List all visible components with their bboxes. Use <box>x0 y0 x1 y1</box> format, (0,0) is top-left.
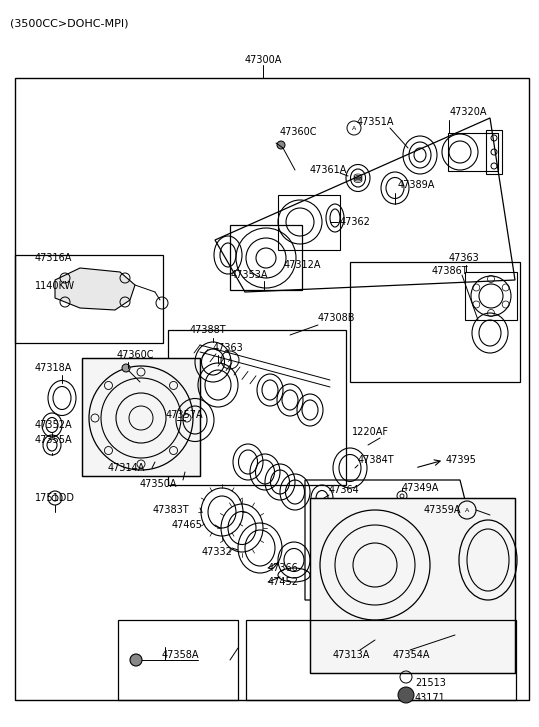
Text: 47354A: 47354A <box>393 650 431 660</box>
Bar <box>246 620 516 700</box>
Bar <box>230 225 302 290</box>
Text: 47308B: 47308B <box>318 313 356 323</box>
Bar <box>310 498 515 673</box>
Text: 47312A: 47312A <box>284 260 321 270</box>
Text: 47351A: 47351A <box>357 117 395 127</box>
Bar <box>15 78 529 700</box>
Text: A: A <box>352 126 356 131</box>
Text: 47359A: 47359A <box>424 505 461 515</box>
Text: 47386T: 47386T <box>432 266 468 276</box>
Text: 47349A: 47349A <box>402 483 439 493</box>
Circle shape <box>400 494 404 498</box>
Circle shape <box>130 654 142 666</box>
Text: 47452: 47452 <box>268 577 299 587</box>
Circle shape <box>122 364 130 372</box>
Text: 21513: 21513 <box>415 678 446 688</box>
Text: 47465: 47465 <box>172 520 203 530</box>
Circle shape <box>398 687 414 703</box>
Text: 47384T: 47384T <box>358 455 395 465</box>
Bar <box>448 133 498 171</box>
Text: 47360C: 47360C <box>280 127 317 137</box>
Circle shape <box>277 141 285 149</box>
Text: 47360C: 47360C <box>117 350 155 360</box>
Text: 47352A: 47352A <box>35 420 73 430</box>
Text: 47363: 47363 <box>213 343 244 353</box>
Text: 43171: 43171 <box>415 693 446 703</box>
Text: 1220AF: 1220AF <box>352 427 389 437</box>
Text: 47350A: 47350A <box>140 479 177 489</box>
Text: 47300A: 47300A <box>244 55 282 65</box>
Text: 47383T: 47383T <box>153 505 190 515</box>
Text: 47316A: 47316A <box>35 253 72 263</box>
Text: A: A <box>228 358 232 363</box>
Bar <box>15 255 163 343</box>
Text: 47395: 47395 <box>446 455 477 465</box>
Text: 47358A: 47358A <box>162 650 199 660</box>
Text: 47357A: 47357A <box>166 410 204 420</box>
Text: 47362: 47362 <box>340 217 371 227</box>
Bar <box>465 272 517 320</box>
Text: 47389A: 47389A <box>398 180 436 190</box>
Bar <box>278 195 340 250</box>
Bar <box>168 330 346 485</box>
Bar <box>82 358 200 476</box>
Text: 1751DD: 1751DD <box>35 493 75 503</box>
Text: 47361A: 47361A <box>310 165 347 175</box>
Text: 47366: 47366 <box>268 563 299 573</box>
Text: 47332: 47332 <box>202 547 233 557</box>
Text: 47364: 47364 <box>329 485 360 495</box>
Polygon shape <box>55 268 135 310</box>
Text: 47353A: 47353A <box>231 270 268 280</box>
Text: (3500CC>DOHC-MPI): (3500CC>DOHC-MPI) <box>10 18 128 28</box>
Bar <box>310 498 515 673</box>
Text: 47363: 47363 <box>449 253 480 263</box>
Bar <box>486 130 502 174</box>
Text: 47320A: 47320A <box>450 107 487 117</box>
Bar <box>82 358 200 476</box>
Text: 47388T: 47388T <box>190 325 226 335</box>
Text: 47355A: 47355A <box>35 435 73 445</box>
Text: A: A <box>465 507 469 513</box>
Text: 1140KW: 1140KW <box>35 281 75 291</box>
Text: 47313A: 47313A <box>333 650 370 660</box>
Text: 47314A: 47314A <box>108 463 146 473</box>
Bar <box>118 620 238 700</box>
Text: 47318A: 47318A <box>35 363 72 373</box>
